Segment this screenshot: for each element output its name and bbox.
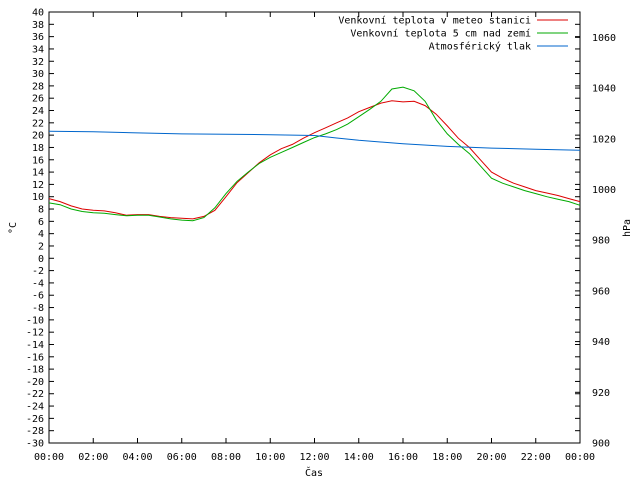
- left-tick-label: 40: [32, 8, 44, 19]
- right-tick-label: 900: [592, 439, 610, 450]
- series-line-0: [48, 100, 581, 220]
- left-axis: -30-28-26-24-22-20-18-16-14-12-10-8-6-4-…: [26, 8, 580, 450]
- right-tick-label: 1000: [592, 185, 616, 196]
- left-tick-label: -8: [32, 303, 44, 314]
- left-tick-label: -10: [26, 315, 44, 326]
- y-axis-label-right: hPa: [622, 219, 633, 237]
- left-tick-label: 18: [32, 143, 44, 154]
- x-tick-label: 22:00: [521, 452, 551, 463]
- left-tick-label: 16: [32, 155, 44, 166]
- left-tick-label: 26: [32, 94, 44, 105]
- left-tick-label: -12: [26, 328, 44, 339]
- right-tick-label: 1040: [592, 84, 616, 95]
- series-line-2: [48, 130, 581, 151]
- x-tick-label: 20:00: [476, 452, 506, 463]
- x-tick-label: 00:00: [565, 452, 595, 463]
- left-tick-label: 20: [32, 131, 44, 142]
- left-tick-label: -2: [32, 266, 44, 277]
- x-tick-label: 14:00: [344, 452, 374, 463]
- left-tick-label: -20: [26, 377, 44, 388]
- left-tick-label: -14: [26, 340, 44, 351]
- left-tick-label: 38: [32, 20, 44, 31]
- left-tick-label: 22: [32, 118, 44, 129]
- x-tick-label: 06:00: [167, 452, 197, 463]
- plot-frame: [48, 11, 581, 444]
- left-tick-label: 2: [38, 241, 44, 252]
- right-axis: 900 920 940 960 980 1000 1020 1040 1060: [575, 33, 616, 450]
- x-tick-label: 02:00: [78, 452, 108, 463]
- left-tick-label: -28: [26, 426, 44, 437]
- right-tick-label: 1020: [592, 134, 616, 145]
- left-tick-label: 32: [32, 57, 44, 68]
- x-tick-label: 16:00: [388, 452, 418, 463]
- left-tick-label: 8: [38, 205, 44, 216]
- left-tick-label: 10: [32, 192, 44, 203]
- right-tick-label: 1060: [592, 33, 616, 44]
- right-tick-label: 940: [592, 337, 610, 348]
- series-lines: [48, 86, 581, 222]
- x-tick-label: 04:00: [122, 452, 152, 463]
- right-tick-label: 980: [592, 236, 610, 247]
- right-tick-label: 920: [592, 388, 610, 399]
- legend-label-1: Venkovní teplota 5 cm nad zemí: [350, 28, 531, 40]
- legend-label-2: Atmosférický tlak: [429, 41, 531, 53]
- x-tick-label: 10:00: [255, 452, 285, 463]
- left-tick-label: -30: [26, 439, 44, 450]
- x-axis: 00:00 02:00 04:00 06:00 08:00 10:00 12:00 14:00…: [34, 12, 595, 463]
- left-tick-label: -4: [32, 278, 44, 289]
- left-tick-label: 0: [38, 254, 44, 265]
- left-tick-label: -22: [26, 389, 44, 400]
- x-tick-label: 00:00: [34, 452, 64, 463]
- y-axis-label-left: °C: [8, 222, 19, 234]
- left-tick-label: 14: [32, 168, 44, 179]
- legend: Venkovní teplota v meteo staniciVenkovní…: [338, 15, 568, 53]
- left-tick-label: -16: [26, 352, 44, 363]
- left-tick-label: -24: [26, 402, 44, 413]
- right-tick-label: 960: [592, 286, 610, 297]
- left-tick-label: -6: [32, 291, 44, 302]
- left-tick-label: 36: [32, 32, 44, 43]
- x-axis-label: Čas: [305, 466, 323, 479]
- left-tick-label: 34: [32, 44, 44, 55]
- series-line-1: [48, 86, 581, 222]
- x-tick-label: 18:00: [432, 452, 462, 463]
- left-tick-label: -26: [26, 414, 44, 425]
- left-tick-label: 28: [32, 81, 44, 92]
- left-tick-label: 24: [32, 106, 44, 117]
- left-tick-label: 30: [32, 69, 44, 80]
- left-tick-label: 6: [38, 217, 44, 228]
- x-tick-label: 12:00: [299, 452, 329, 463]
- x-tick-label: 08:00: [211, 452, 241, 463]
- legend-label-0: Venkovní teplota v meteo stanici: [338, 15, 531, 27]
- left-tick-label: 4: [38, 229, 44, 240]
- left-tick-label: 12: [32, 180, 44, 191]
- left-tick-label: -18: [26, 365, 44, 376]
